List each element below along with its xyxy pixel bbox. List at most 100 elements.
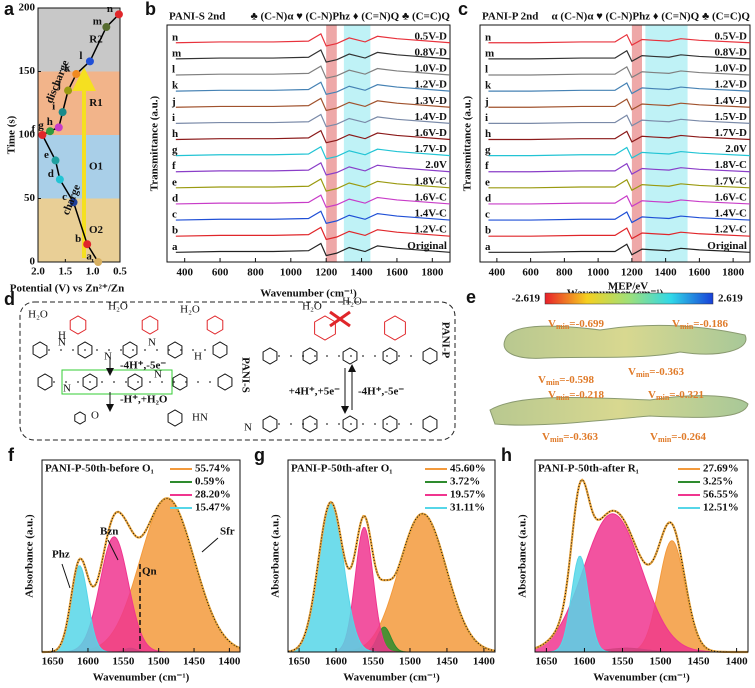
trace-tag: b [172, 225, 178, 237]
x-tick-label: 1650 [535, 656, 558, 668]
x-tick-label: 1600 [77, 656, 100, 668]
x-tick-label: 1000 [587, 267, 610, 279]
trace-tag: m [485, 47, 494, 59]
peak-header: α (C-N)α ♥ (C-N)Phz ♦ (C=N)Q ♣ (C=C)Q [552, 11, 751, 23]
atom-label: N [58, 337, 66, 349]
vmin-subscript: min [680, 322, 694, 331]
reaction-step: -4H⁺,-5e⁻ [120, 360, 166, 372]
point-label: k [64, 63, 71, 75]
band [645, 25, 688, 262]
trace-tag: n [172, 31, 178, 43]
y-tick-label: 200 [19, 2, 36, 14]
legend-label: 27.69% [703, 463, 739, 475]
spectrum [175, 81, 451, 96]
spectrum [175, 194, 451, 208]
x-tick-label: 800 [247, 267, 264, 279]
ring [37, 373, 53, 391]
vmin-subscript: min [556, 393, 570, 402]
pointer [201, 537, 219, 553]
y-axis-label: Absorbance (a.u.) [270, 514, 282, 598]
legend-label: 1.7V-C [715, 175, 748, 187]
spectrum [488, 82, 751, 95]
blocked-mark [329, 310, 351, 328]
region-label: R1 [89, 97, 102, 109]
legend-label: 55.74% [195, 463, 231, 475]
legend-label: 15.47% [195, 502, 231, 514]
panel-letter: f [8, 445, 15, 465]
water-label: H₂O [180, 304, 200, 316]
legend-label: 1.6V-C [715, 191, 748, 203]
colorbar [544, 292, 714, 305]
spectrum [488, 33, 751, 46]
legend-label: 3.72% [450, 476, 480, 488]
ring [69, 315, 87, 335]
x-tick-label: 600 [212, 267, 229, 279]
reaction-step: -H⁺,+H₂O [120, 394, 168, 406]
x-tick-label: 1400 [726, 656, 749, 668]
atom-label: N [154, 369, 162, 381]
trace-tag: l [485, 64, 488, 76]
spectrum [175, 210, 451, 225]
band [343, 25, 371, 262]
x-tick-label: 1.0 [86, 266, 100, 278]
region [38, 135, 120, 199]
trace-tag: c [485, 209, 490, 221]
spectrum [175, 161, 451, 176]
vmin-label: Vmin=-0.321 [648, 389, 704, 402]
scheme-frame [19, 301, 456, 441]
x-tick-label: 1650 [288, 656, 311, 668]
trace-tag: b [485, 225, 491, 237]
vmin-label: Vmin=-0.264 [650, 431, 706, 444]
point [55, 175, 64, 184]
x-tick-label: 1400 [655, 267, 678, 279]
atom-label: HN [192, 412, 208, 424]
atom-label: N [244, 422, 252, 434]
spectrum [488, 130, 751, 143]
measured [41, 497, 241, 653]
vmin-subscript: min [658, 435, 672, 444]
ring [382, 347, 398, 365]
panel-letter: e [466, 287, 476, 307]
reaction-step: -4H⁺,-5e⁻ [358, 386, 404, 398]
x-tick-label: 600 [522, 267, 539, 279]
band [326, 25, 337, 262]
legend-label: 1.2V-C [415, 224, 448, 236]
legend-label: 1.4V-D [715, 95, 748, 107]
ring [127, 373, 143, 391]
vmin-value: =-0.363 [563, 431, 598, 443]
legend-label: 0.8V-D [415, 46, 448, 58]
x-tick-label: 1650 [42, 656, 65, 668]
legend-label: 0.8V-D [715, 46, 748, 58]
ring [314, 315, 336, 341]
atom-label: N [104, 351, 112, 363]
x-tick-label: 1400 [351, 267, 374, 279]
x-tick-label: 800 [556, 267, 573, 279]
ring [262, 347, 278, 365]
chart-title: PANI-P 2nd [482, 11, 538, 23]
spectrum [488, 66, 751, 79]
annotation: Bzn [100, 526, 118, 538]
vmin-value: =-0.363 [649, 366, 684, 378]
ring [32, 341, 48, 359]
x-tick-label: 1400 [218, 656, 241, 668]
spectrum [175, 178, 451, 192]
point-label: d [48, 168, 54, 180]
panel-letter: h [501, 445, 512, 465]
panel-letter: c [458, 0, 468, 19]
legend-label: 28.20% [195, 489, 231, 501]
vmin-symbol: V [548, 389, 556, 401]
legend-label: 1.2V-C [715, 224, 748, 236]
atom-label: O [91, 410, 99, 422]
vmin-value: =-0.699 [569, 318, 604, 330]
trace-tag: m [172, 47, 181, 59]
chart-title: PANI-P-50th-after O₁ [291, 463, 393, 475]
x-tick-label: 1550 [362, 656, 385, 668]
legend-label: 0.59% [195, 476, 225, 488]
material-label: PANI-P [439, 322, 451, 359]
vmin-label: Vmin=-0.363 [628, 366, 684, 379]
trace-tag: k [172, 80, 179, 92]
ring [422, 415, 438, 433]
water-label: H₂O [342, 296, 362, 308]
point-label: f [32, 124, 36, 136]
band [631, 25, 642, 262]
